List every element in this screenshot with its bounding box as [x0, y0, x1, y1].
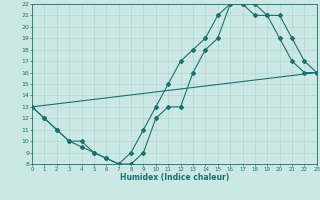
X-axis label: Humidex (Indice chaleur): Humidex (Indice chaleur)	[120, 173, 229, 182]
